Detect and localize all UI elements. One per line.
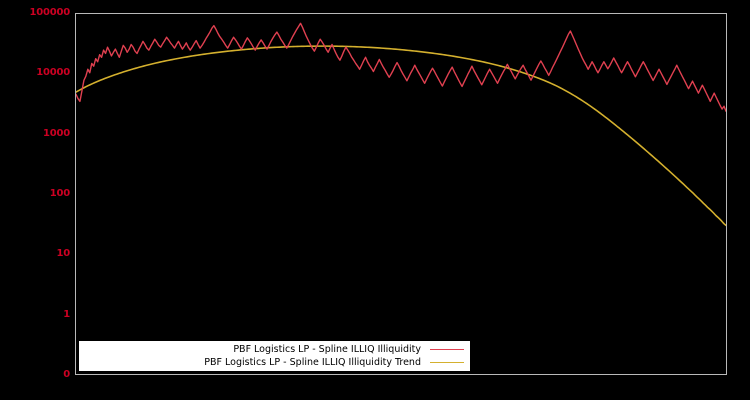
chart-legend[interactable]: PBF Logistics LP - Spline ILLIQ Illiquid… [79,341,470,371]
legend-entry-trend[interactable]: PBF Logistics LP - Spline ILLIQ Illiquid… [79,356,464,369]
y-tick-100: 100 [49,188,70,199]
plot-area [75,13,727,375]
y-tick-0: 0 [63,369,70,380]
legend-label-trend: PBF Logistics LP - Spline ILLIQ Illiquid… [204,357,421,368]
y-tick-10: 10 [56,248,70,260]
y-tick-1000: 1000 [42,127,70,139]
series-line-path [76,22,726,112]
y-tick-1: 1 [63,308,70,320]
y-tick-100000: 100000 [29,7,70,18]
plot-canvas [76,22,726,227]
legend-swatch-series [430,349,464,350]
y-tick-10000: 10000 [36,67,70,79]
legend-entry-series[interactable]: PBF Logistics LP - Spline ILLIQ Illiquid… [79,343,464,356]
trend-line-path [76,45,726,227]
legend-label-series: PBF Logistics LP - Spline ILLIQ Illiquid… [233,344,421,355]
legend-swatch-trend [430,362,464,363]
